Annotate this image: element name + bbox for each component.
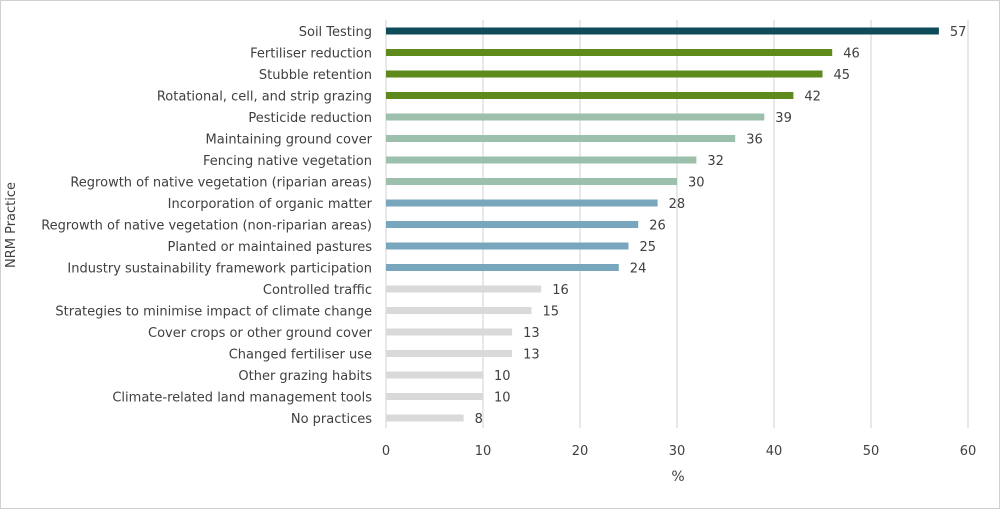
- bar: [386, 350, 513, 357]
- category-label: Regrowth of native vegetation (non-ripar…: [41, 219, 372, 234]
- bar: [386, 393, 483, 400]
- data-label: 46: [843, 47, 860, 62]
- data-label: 30: [688, 176, 705, 191]
- bar: [386, 285, 542, 293]
- bar: [386, 178, 677, 185]
- category-label: Controlled traffic: [263, 283, 372, 298]
- x-tick-label: 10: [475, 444, 492, 459]
- category-label: Cover crops or other ground cover: [148, 326, 373, 341]
- data-label: 10: [494, 369, 511, 384]
- data-label: 32: [707, 154, 724, 169]
- data-label: 8: [475, 412, 483, 427]
- data-label: 39: [775, 111, 792, 126]
- category-label: Planted or maintained pastures: [167, 240, 372, 255]
- x-tick-labels: 0 10 20 30 40 50 60: [382, 444, 976, 459]
- data-label: 45: [834, 68, 851, 83]
- data-label: 16: [552, 283, 569, 298]
- category-label: Other grazing habits: [238, 369, 372, 384]
- category-label: Pesticide reduction: [248, 111, 372, 126]
- bar: [386, 70, 823, 78]
- bar: [386, 49, 833, 56]
- category-label: Regrowth of native vegetation (riparian …: [70, 176, 372, 191]
- bar: [386, 156, 697, 164]
- category-label: Climate-related land management tools: [112, 391, 372, 406]
- bar: [386, 92, 794, 99]
- bar: [386, 328, 513, 336]
- bar: [386, 242, 629, 250]
- bar: [386, 307, 532, 314]
- gridlines: [385, 20, 969, 428]
- bar: [386, 135, 736, 142]
- data-label: 42: [804, 90, 821, 105]
- y-axis-label: NRM Practice: [4, 182, 19, 268]
- category-label: Stubble retention: [259, 68, 372, 83]
- bar: [386, 264, 619, 271]
- bar: [386, 414, 464, 422]
- bar: [386, 27, 939, 35]
- x-tick-label: 40: [766, 444, 783, 459]
- category-labels: Soil Testing Fertiliser reduction Stubble …: [41, 25, 372, 427]
- x-tick-label: 20: [572, 444, 589, 459]
- data-label: 24: [630, 262, 647, 277]
- x-tick-label: 0: [382, 444, 390, 459]
- category-label: Fertiliser reduction: [250, 47, 372, 62]
- category-label: Incorporation of organic matter: [168, 197, 373, 212]
- data-label: 13: [523, 326, 540, 341]
- category-label: Changed fertiliser use: [229, 348, 372, 363]
- bars: [386, 27, 939, 422]
- x-axis-label: %: [671, 469, 684, 485]
- bar: [386, 113, 765, 121]
- data-label: 13: [523, 348, 540, 363]
- data-label: 25: [640, 240, 657, 255]
- category-label: Industry sustainability framework partic…: [67, 262, 372, 277]
- category-label: Strategies to minimise impact of climate…: [55, 305, 372, 320]
- bar: [386, 371, 483, 379]
- data-label: 28: [669, 197, 686, 212]
- x-tick-label: 30: [669, 444, 686, 459]
- x-tick-label: 50: [863, 444, 880, 459]
- data-label: 15: [543, 305, 560, 320]
- bar: [386, 221, 639, 228]
- category-label: Soil Testing: [299, 25, 372, 40]
- data-label: 10: [494, 391, 511, 406]
- category-label: Fencing native vegetation: [203, 154, 372, 169]
- category-label: Rotational, cell, and strip grazing: [157, 90, 372, 105]
- category-label: Maintaining ground cover: [206, 133, 373, 148]
- data-label: 36: [746, 133, 763, 148]
- category-label: No practices: [291, 412, 372, 427]
- data-label: 57: [950, 25, 967, 40]
- bar: [386, 199, 658, 207]
- data-label: 26: [649, 219, 666, 234]
- x-tick-label: 60: [960, 444, 977, 459]
